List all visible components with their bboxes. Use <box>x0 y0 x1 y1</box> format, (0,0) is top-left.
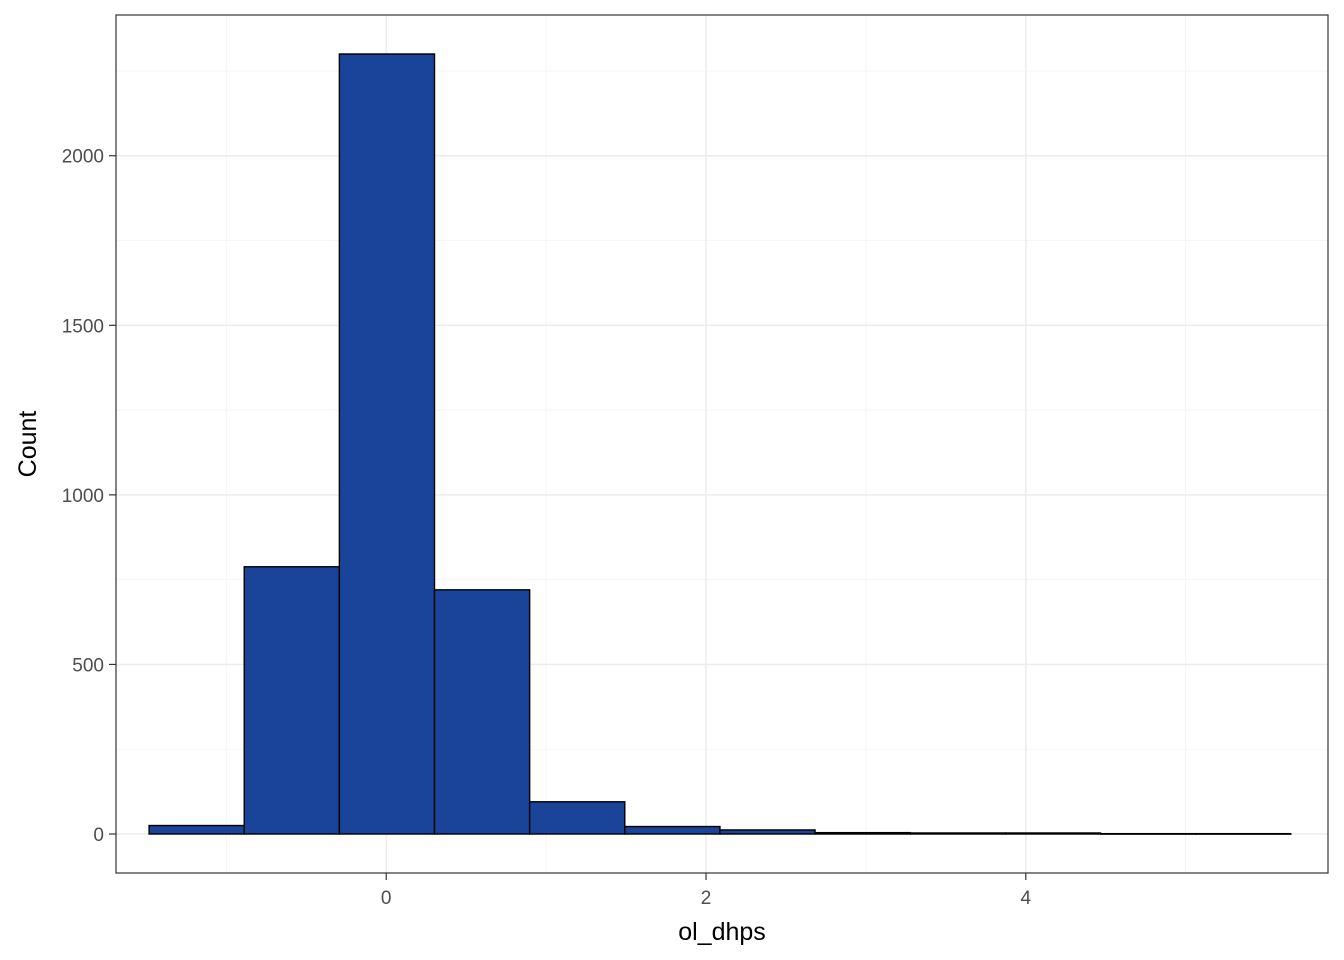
histogram-bar <box>1099 832 1197 835</box>
y-tick-label: 500 <box>72 655 104 676</box>
histogram-bar <box>719 829 816 835</box>
histogram-bar <box>338 53 436 835</box>
y-tick-label: 0 <box>93 825 104 846</box>
y-axis-title: Count <box>14 411 42 478</box>
histogram-bar <box>1194 832 1292 835</box>
histogram-bar <box>909 832 1007 835</box>
histogram-bar <box>624 825 721 835</box>
histogram-bars <box>148 53 1292 835</box>
y-tick-label: 2000 <box>62 147 104 168</box>
histogram-bar <box>1004 832 1102 835</box>
x-axis-title: ol_dhps <box>678 918 766 946</box>
histogram-bar <box>528 801 626 835</box>
panel-border <box>115 14 1329 874</box>
x-axis: 0 2 4 <box>381 873 1032 909</box>
y-tick-label: 1000 <box>62 486 104 507</box>
histogram-bar <box>814 831 911 835</box>
histogram-bar <box>433 589 531 835</box>
y-tick-label: 1500 <box>62 316 104 337</box>
histogram-bar <box>148 824 245 835</box>
x-tick-label: 2 <box>701 888 712 909</box>
histogram-bar <box>243 566 341 835</box>
x-tick-label: 4 <box>1021 888 1032 909</box>
x-tick-label: 0 <box>381 888 392 909</box>
y-axis: 0 500 1000 1500 2000 <box>62 147 116 846</box>
